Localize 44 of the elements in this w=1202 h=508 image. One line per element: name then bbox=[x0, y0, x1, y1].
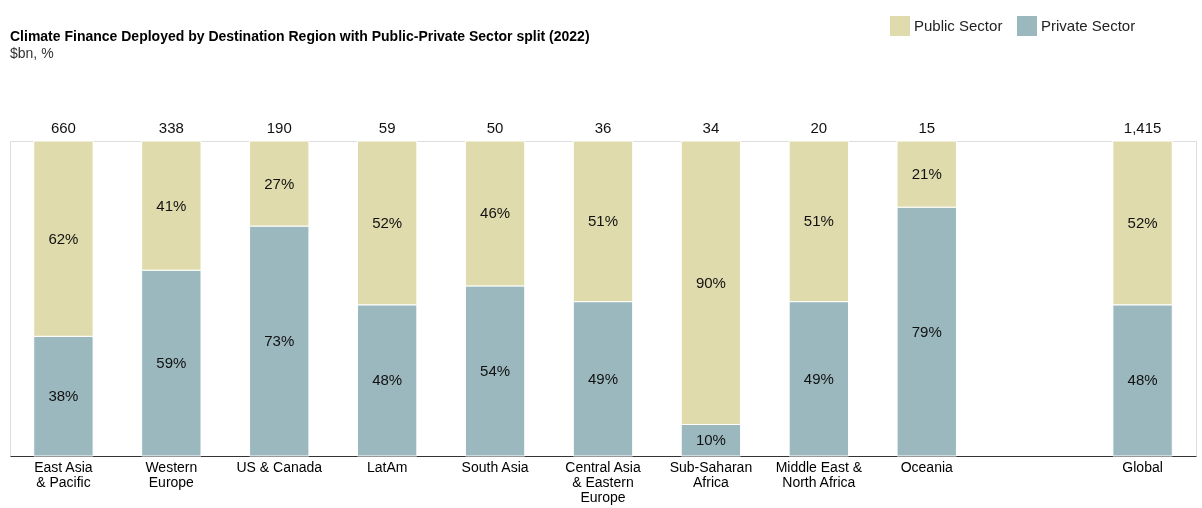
data-label: 59% bbox=[156, 354, 187, 372]
x-tick-label: East Asia & Pacific bbox=[34, 458, 93, 490]
annotation: 1,415 bbox=[1123, 119, 1162, 136]
x-tick-label: Middle East & North Africa bbox=[775, 458, 863, 490]
x-tick-label: Oceania bbox=[900, 458, 954, 475]
data-label: 46% bbox=[480, 204, 511, 222]
data-label: 48% bbox=[1127, 371, 1158, 389]
x-tick-label: Sub-Saharan Africa bbox=[669, 458, 753, 490]
data-label: 49% bbox=[803, 369, 834, 387]
annotation: 20 bbox=[810, 119, 828, 136]
annotation: 660 bbox=[50, 119, 76, 136]
data-label: 54% bbox=[480, 361, 511, 379]
legend-label: Private Sector bbox=[1041, 17, 1136, 34]
data-label: 48% bbox=[372, 371, 403, 389]
x-tick-label: US & Canada bbox=[236, 458, 323, 475]
data-label: 73% bbox=[264, 332, 295, 350]
annotation: 15 bbox=[918, 119, 936, 136]
annotation: 338 bbox=[158, 119, 184, 136]
data-label: 49% bbox=[587, 369, 619, 387]
chart-title: Climate Finance Deployed by Destination Region with Public-Private Sector split (2022) bbox=[10, 28, 590, 44]
annotation: 50 bbox=[486, 119, 504, 136]
legend-label: Public Sector bbox=[914, 17, 1003, 34]
data-label: 52% bbox=[1127, 213, 1158, 231]
annotation: 190 bbox=[266, 119, 292, 136]
x-tick-label: South Asia bbox=[461, 458, 529, 475]
x-tick-label: Western Europe bbox=[145, 458, 198, 490]
annotation: 59 bbox=[378, 119, 396, 136]
data-label: 52% bbox=[372, 213, 403, 231]
data-label: 51% bbox=[803, 212, 834, 230]
data-label: 79% bbox=[911, 322, 942, 340]
annotation: 34 bbox=[702, 119, 720, 136]
data-label: 38% bbox=[48, 387, 79, 405]
data-label: 21% bbox=[911, 165, 942, 183]
data-label: 62% bbox=[48, 229, 79, 247]
data-label: 90% bbox=[695, 273, 726, 291]
data-label: 27% bbox=[264, 174, 295, 192]
data-label: 10% bbox=[695, 431, 726, 449]
x-tick-label: LatAm bbox=[366, 458, 408, 475]
annotation: 36 bbox=[594, 119, 612, 136]
data-label: 51% bbox=[587, 212, 619, 230]
chart-subtitle: $bn, % bbox=[10, 45, 54, 61]
data-label: 41% bbox=[156, 196, 187, 214]
x-tick-label: Central Asia & Eastern Europe bbox=[565, 458, 641, 505]
x-tick-label: Global bbox=[1122, 458, 1163, 475]
